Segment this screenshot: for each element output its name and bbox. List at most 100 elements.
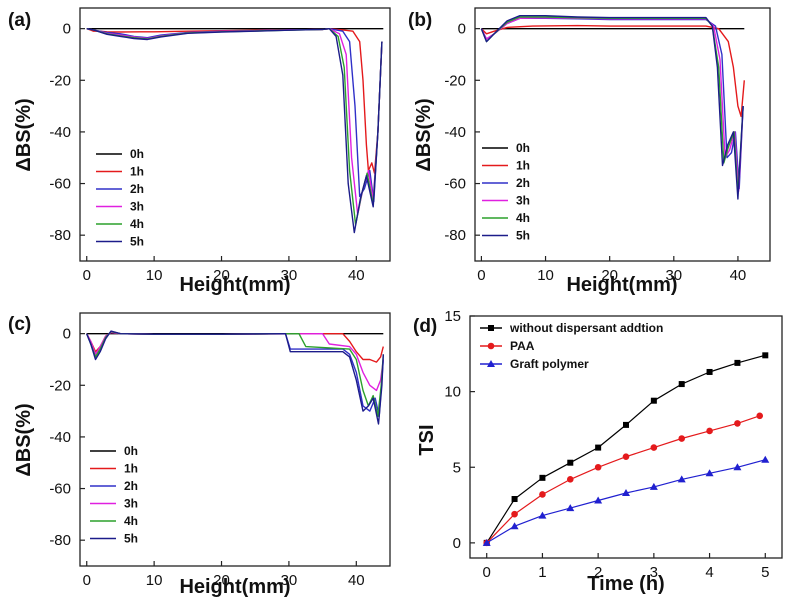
series-paa-point bbox=[511, 510, 518, 518]
series-paa-point bbox=[566, 476, 574, 483]
legend-marker bbox=[488, 325, 494, 331]
panel-c-xlabel: Height(mm) bbox=[179, 576, 290, 598]
ytick-label: 0 bbox=[63, 21, 71, 38]
series-graft-polymer-line bbox=[486, 459, 766, 544]
panel-a-xlabel: Height(mm) bbox=[179, 274, 290, 296]
legend-label: 5h bbox=[130, 235, 144, 249]
series-paa-point bbox=[622, 453, 630, 460]
series-paa-point bbox=[756, 412, 764, 420]
xtick-label: 10 bbox=[146, 267, 163, 284]
ytick-label: -40 bbox=[49, 124, 71, 141]
legend-label: 1h bbox=[130, 165, 144, 179]
series-graft-polymer-point bbox=[761, 455, 770, 463]
series-paa-point bbox=[650, 444, 658, 451]
ytick-label: 10 bbox=[444, 384, 461, 401]
xtick-label: 3 bbox=[650, 564, 658, 581]
series-1h-line bbox=[86, 331, 384, 363]
series-4h-line bbox=[86, 330, 384, 417]
panel-c-ylabel: ΔBS(%) bbox=[13, 403, 35, 476]
series-1h-line bbox=[480, 24, 745, 118]
xtick-label: 2 bbox=[594, 564, 602, 581]
panel-b-legend: 0h 1h 2h 3h 4h 5h bbox=[482, 141, 530, 243]
panel-b-frame bbox=[474, 7, 771, 262]
legend-label: 4h bbox=[124, 514, 138, 528]
panel-c-yticks: 0 -20 -40 -60 -80 bbox=[49, 326, 85, 549]
series-paa-point bbox=[539, 491, 546, 498]
series-without-dispersant-addtion-point bbox=[567, 459, 574, 466]
xtick-label: 0 bbox=[83, 572, 91, 589]
xtick-label: 0 bbox=[83, 267, 91, 284]
panel-d-frame bbox=[469, 315, 783, 559]
ytick-label: -60 bbox=[49, 176, 71, 193]
xtick-label: 0 bbox=[477, 267, 485, 284]
series-graft-polymer-point bbox=[594, 496, 603, 504]
panel-d-series bbox=[482, 352, 770, 547]
panel-a: (a) 0 -20 -40 -60 -80 0 10 20 30 40 0h 1h 2h 3h 4h 5h… bbox=[8, 7, 391, 296]
legend-label: 2h bbox=[130, 182, 144, 196]
xtick-label: 20 bbox=[213, 572, 230, 589]
xtick-label: 0 bbox=[483, 564, 491, 581]
panel-c-frame bbox=[79, 312, 391, 567]
series-graft-polymer-point bbox=[733, 463, 742, 471]
series-without-dispersant-addtion-point bbox=[539, 474, 546, 481]
xtick-label: 20 bbox=[601, 267, 618, 284]
xtick-label: 40 bbox=[730, 267, 747, 284]
ytick-label: -20 bbox=[444, 72, 466, 89]
xtick-label: 30 bbox=[281, 267, 298, 284]
panel-a-series bbox=[86, 28, 384, 234]
legend-label: 2h bbox=[124, 479, 138, 493]
xtick-label: 4 bbox=[705, 564, 713, 581]
panel-c-legend: 0h 1h 2h 3h 4h 5h bbox=[90, 444, 138, 546]
legend-marker bbox=[487, 360, 495, 367]
series-5h-line bbox=[86, 28, 383, 234]
series-2h-line bbox=[86, 330, 384, 417]
legend-label: 0h bbox=[124, 444, 138, 458]
panel-b-ylabel: ΔBS(%) bbox=[413, 98, 435, 171]
xtick-label: 1 bbox=[538, 564, 546, 581]
series-3h-line bbox=[86, 331, 384, 392]
xtick-label: 10 bbox=[537, 267, 554, 284]
panel-c-series bbox=[86, 330, 384, 425]
ytick-label: 0 bbox=[453, 535, 461, 552]
panel-d: (d) 0 5 10 15 0 1 2 3 4 5 without dispersant add… bbox=[413, 308, 783, 595]
legend-label: 4h bbox=[130, 217, 144, 231]
ytick-label: 5 bbox=[453, 459, 461, 476]
series-graft-polymer-point bbox=[705, 469, 714, 477]
legend-label: 3h bbox=[516, 194, 530, 208]
ytick-label: 15 bbox=[444, 308, 461, 325]
series-without-dispersant-addtion-point bbox=[623, 421, 629, 428]
legend-label: without dispersant addtion bbox=[509, 321, 663, 335]
series-paa-line bbox=[486, 415, 760, 544]
series-without-dispersant-addtion-point bbox=[762, 352, 769, 359]
ytick-label: -80 bbox=[49, 532, 71, 549]
panel-d-yticks: 0 5 10 15 bbox=[444, 308, 475, 552]
panel-a-frame bbox=[79, 7, 391, 262]
ytick-label: -60 bbox=[444, 176, 466, 193]
legend-label: 3h bbox=[124, 497, 138, 511]
panel-a-ylabel: ΔBS(%) bbox=[13, 98, 35, 171]
legend-label: 5h bbox=[124, 532, 138, 546]
ytick-label: -80 bbox=[444, 227, 466, 244]
xtick-label: 10 bbox=[146, 572, 163, 589]
panel-d-xticks: 0 1 2 3 4 5 bbox=[483, 553, 769, 581]
panel-d-legend: without dispersant addtion PAA Graft polym… bbox=[480, 321, 663, 371]
panel-b-xticks: 0 10 20 30 40 bbox=[477, 256, 746, 284]
series-paa-point bbox=[706, 427, 713, 435]
series-paa-point bbox=[594, 463, 602, 471]
legend-label: 3h bbox=[130, 200, 144, 214]
series-graft-polymer-point bbox=[649, 482, 658, 490]
series-graft-polymer-point bbox=[482, 538, 491, 546]
ytick-label: -80 bbox=[49, 227, 71, 244]
series-without-dispersant-addtion-point bbox=[650, 397, 657, 404]
ytick-label: -40 bbox=[49, 429, 71, 446]
legend-label: Graft polymer bbox=[510, 357, 589, 371]
series-5h-line bbox=[480, 14, 744, 200]
panel-b-xlabel: Height(mm) bbox=[566, 274, 677, 296]
series-graft-polymer-point bbox=[677, 475, 686, 483]
legend-label: 1h bbox=[516, 159, 530, 173]
series-graft-polymer-point bbox=[510, 522, 519, 530]
legend-label: PAA bbox=[510, 339, 535, 353]
legend-label: 0h bbox=[516, 141, 530, 155]
panel-a-yticks: 0 -20 -40 -60 -80 bbox=[49, 21, 85, 244]
